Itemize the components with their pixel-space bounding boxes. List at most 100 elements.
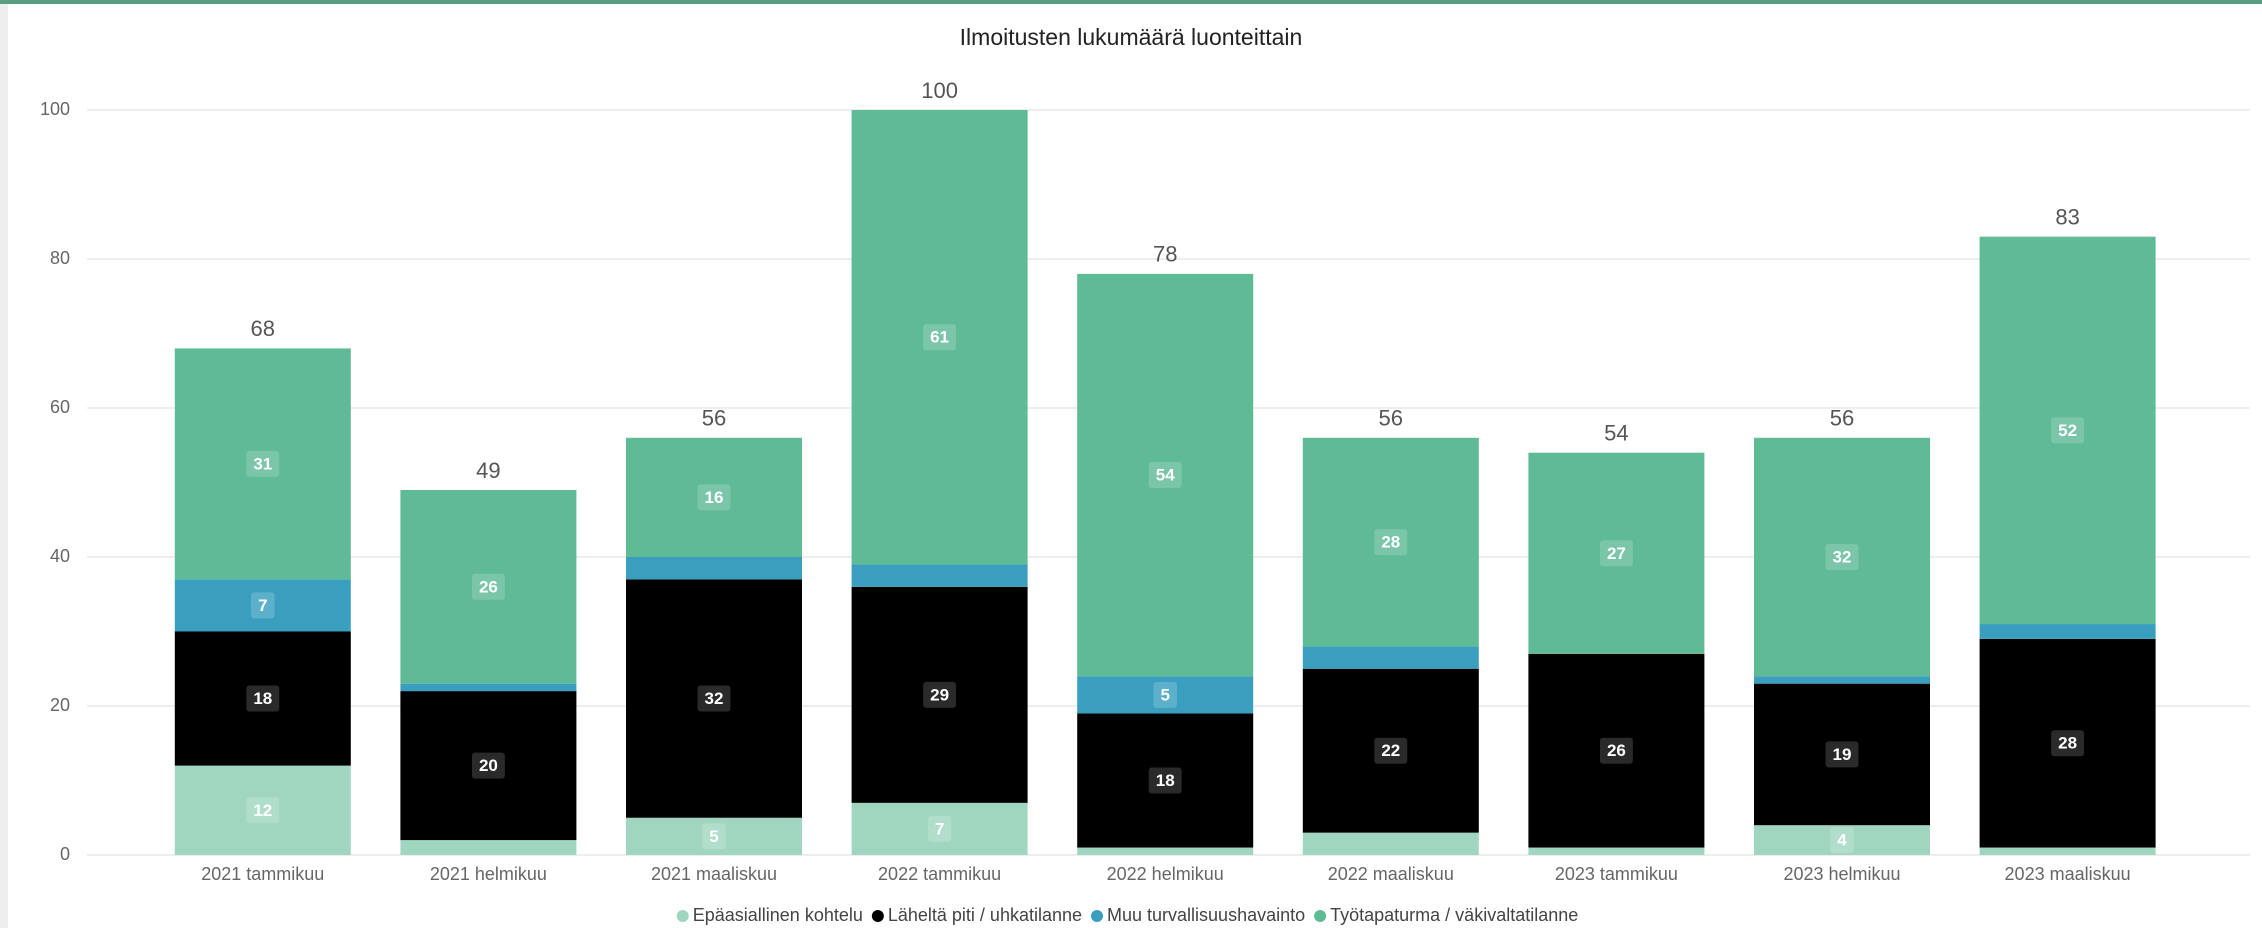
data-label: 20 [471, 752, 505, 779]
x-tick-label: 2023 maaliskuu [2005, 864, 2131, 884]
legend-marker [1091, 910, 1104, 922]
data-label-bg [246, 797, 280, 824]
data-label-bg [702, 823, 726, 850]
data-label-text: 12 [253, 801, 272, 820]
legend-marker [871, 910, 884, 922]
bar-segment [174, 348, 351, 580]
legend-label: Läheltä piti / uhkatilanne [888, 905, 1082, 925]
bar-segment [1077, 847, 1254, 855]
data-label-text: 27 [1607, 544, 1626, 563]
total-label: 78 [1153, 242, 1177, 267]
y-tick-label: 0 [60, 844, 70, 864]
data-label-text: 18 [1156, 771, 1175, 790]
data-label-text: 52 [2058, 421, 2077, 440]
data-label-bg [246, 450, 280, 477]
bar-segment [851, 110, 1028, 565]
data-label-bg [697, 685, 731, 712]
data-label: 4 [1830, 827, 1854, 854]
data-label: 28 [1374, 529, 1408, 556]
data-label-text: 4 [1837, 831, 1847, 850]
data-label-text: 5 [1160, 685, 1169, 704]
data-label-bg [2051, 417, 2085, 444]
data-label: 5 [1153, 681, 1177, 708]
data-label: 32 [1825, 544, 1859, 570]
left-shadow [0, 4, 8, 928]
total-label: 54 [1604, 421, 1628, 446]
x-tick-label: 2022 tammikuu [878, 864, 1001, 884]
data-label-bg [1599, 737, 1633, 764]
data-label-text: 7 [935, 819, 944, 838]
data-label: 22 [1374, 737, 1408, 764]
x-tick-label: 2023 tammikuu [1555, 864, 1678, 884]
y-tick-label: 20 [50, 695, 70, 715]
legend-marker [1314, 910, 1327, 922]
bar-segment [174, 579, 351, 632]
data-label-bg [923, 324, 957, 351]
data-label-text: 26 [479, 577, 498, 596]
data-label: 16 [697, 484, 731, 511]
data-label-text: 18 [253, 689, 272, 708]
y-tick-label: 100 [40, 99, 70, 119]
data-label: 28 [2051, 730, 2085, 757]
legend-marker [676, 910, 689, 922]
data-label-text: 32 [705, 689, 724, 708]
bar-segment [1077, 273, 1254, 677]
bar-segment [851, 564, 1028, 587]
data-label: 61 [923, 324, 957, 351]
legend-label: Epäasiallinen kohtelu [693, 905, 863, 925]
data-label-text: 20 [479, 756, 498, 775]
x-tick-label: 2021 helmikuu [430, 864, 547, 884]
total-label: 56 [1379, 406, 1403, 431]
chart-title: Ilmoitusten lukumäärä luonteittain [960, 24, 1303, 50]
bar-segment [851, 802, 1028, 855]
data-label-text: 5 [709, 827, 718, 846]
bar-segment [1754, 825, 1930, 855]
data-label-text: 29 [930, 685, 949, 704]
bar-segment [1528, 452, 1705, 654]
data-label-bg [246, 685, 280, 712]
bar-segment [1754, 676, 1930, 684]
data-label-bg [1153, 681, 1177, 708]
bar-segment [400, 840, 577, 855]
y-tick-label: 40 [50, 546, 70, 566]
data-label: 19 [1825, 741, 1859, 768]
data-label: 7 [251, 592, 275, 619]
data-label: 18 [246, 685, 280, 712]
total-label: 56 [702, 406, 726, 431]
data-label-bg [927, 815, 952, 842]
data-label: 31 [246, 450, 280, 477]
data-label: 52 [2051, 417, 2085, 444]
data-label: 29 [923, 681, 957, 708]
x-tick-label: 2021 maaliskuu [651, 864, 777, 884]
data-label: 12 [246, 797, 280, 824]
x-tick-label: 2021 tammikuu [201, 864, 324, 884]
data-label-bg [1830, 827, 1854, 854]
bar-segment [1979, 236, 2156, 625]
data-label: 26 [471, 573, 505, 600]
data-label-bg [1825, 544, 1859, 570]
data-label-text: 31 [253, 454, 272, 473]
data-label-text: 22 [1381, 741, 1400, 760]
data-label-text: 28 [1381, 533, 1400, 552]
data-label-bg [923, 681, 957, 708]
top-border [0, 0, 2262, 4]
data-label-bg [471, 752, 505, 779]
data-label: 32 [697, 685, 731, 712]
bar-segment [1077, 676, 1254, 714]
x-tick-label: 2023 helmikuu [1783, 864, 1900, 884]
data-label-bg [1148, 767, 1182, 794]
data-label: 54 [1148, 462, 1182, 489]
data-label-text: 61 [930, 328, 949, 347]
legend-label: Työtapaturma / väkivaltatilanne [1330, 905, 1578, 925]
bar-segment [174, 765, 351, 855]
data-label: 26 [1599, 737, 1633, 764]
total-label: 49 [476, 458, 500, 483]
bar-segment [400, 683, 577, 692]
y-tick-label: 80 [50, 248, 70, 268]
data-label-bg [1374, 737, 1408, 764]
bar-segment [400, 489, 577, 684]
total-label: 83 [2055, 204, 2079, 229]
data-label-bg [1825, 741, 1859, 768]
bar-segment [1754, 437, 1930, 677]
